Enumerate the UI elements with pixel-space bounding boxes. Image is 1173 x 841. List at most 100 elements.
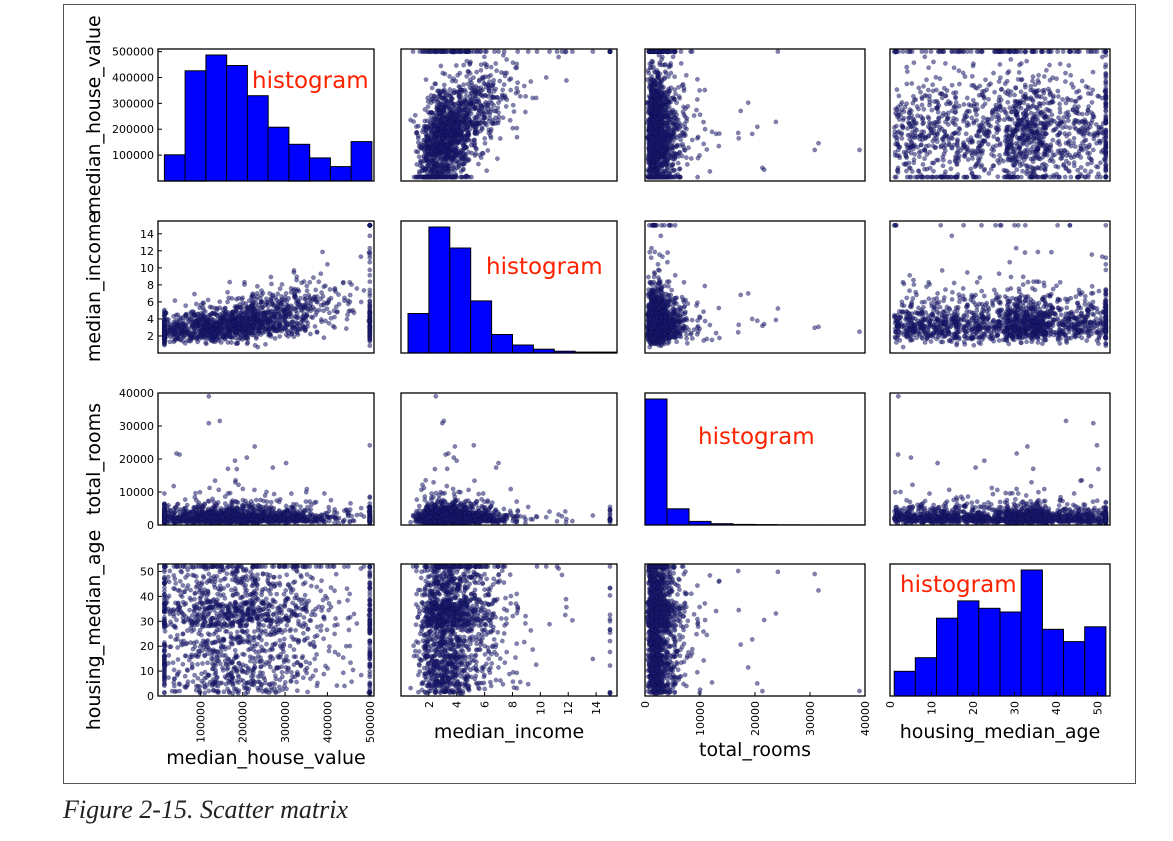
scatter-point <box>941 110 946 116</box>
scatter-point <box>904 81 910 87</box>
scatter-point <box>1021 157 1027 163</box>
scatter-point <box>435 162 440 168</box>
scatter-point <box>896 113 902 118</box>
scatter-point <box>1029 128 1034 134</box>
scatter-point <box>648 140 654 146</box>
scatter-point <box>654 168 659 174</box>
scatter-point <box>684 155 689 161</box>
scatter-point <box>440 70 446 76</box>
scatter-point <box>490 94 496 100</box>
scatter-point <box>997 142 1003 148</box>
scatter-point <box>990 163 996 169</box>
scatter-point <box>658 131 663 137</box>
scatter-point <box>367 267 373 273</box>
scatter-point <box>901 115 907 121</box>
scatter-point <box>962 174 968 180</box>
scatter-point <box>926 65 931 71</box>
scatter-point <box>515 49 521 54</box>
scatter-point <box>463 152 469 158</box>
scatter-point <box>439 49 444 54</box>
scatter-point <box>655 92 661 98</box>
scatter-point <box>477 120 482 126</box>
scatter-point <box>895 147 901 153</box>
scatter-point <box>930 174 936 180</box>
scatter-point <box>976 174 982 180</box>
scatter-point <box>903 152 908 158</box>
scatter-point <box>1103 116 1109 121</box>
scatter-point <box>1067 125 1073 131</box>
scatter-point <box>702 87 708 93</box>
scatter-point <box>1041 134 1047 140</box>
scatter-point <box>896 93 902 99</box>
scatter-point <box>435 116 440 122</box>
scatter-point <box>1015 76 1021 82</box>
scatter-point <box>478 155 484 161</box>
scatter-point <box>933 105 939 111</box>
scatter-point <box>471 142 477 148</box>
scatter-point <box>991 134 997 140</box>
scatter-point <box>1060 97 1066 102</box>
subplot-median_house_value-vs-housing_median_age <box>889 48 1111 182</box>
scatter-point <box>970 174 976 180</box>
scatter-point <box>894 87 900 93</box>
scatter-point <box>1024 168 1030 174</box>
scatter-point <box>448 97 454 102</box>
scatter-point <box>695 135 700 141</box>
scatter-point <box>695 174 700 180</box>
scatter-point <box>425 104 431 110</box>
scatter-point <box>470 87 476 93</box>
scatter-point <box>461 124 467 130</box>
scatter-point <box>1066 131 1072 137</box>
scatter-point <box>435 104 441 110</box>
scatter-point <box>654 135 660 141</box>
scatter-point <box>685 103 691 109</box>
scatter-point <box>1078 145 1084 151</box>
scatter-point <box>991 70 996 76</box>
scatter-point <box>468 174 474 180</box>
scatter-point <box>949 49 955 54</box>
scatter-point <box>510 125 516 131</box>
scatter-point <box>904 64 910 70</box>
scatter-point <box>906 160 912 166</box>
scatter-point <box>949 145 955 151</box>
scatter-point <box>670 107 676 113</box>
scatter-point <box>437 145 442 150</box>
scatter-point <box>909 81 915 86</box>
scatter-point <box>1030 78 1035 84</box>
scatter-point <box>426 49 432 54</box>
scatter-point <box>502 70 507 76</box>
scatter-point <box>925 114 931 120</box>
scatter-point <box>924 166 930 172</box>
histogram-bar <box>267 126 290 182</box>
scatter-point <box>918 89 923 95</box>
scatter-point <box>952 103 957 109</box>
scatter-point <box>1047 108 1053 114</box>
scatter-point <box>694 97 700 102</box>
scatter-point <box>1042 96 1048 102</box>
scatter-point <box>1089 100 1095 105</box>
scatter-point <box>1103 49 1109 54</box>
scatter-point <box>495 120 501 126</box>
scatter-point <box>1061 162 1067 168</box>
scatter-point <box>683 72 689 78</box>
scatter-point <box>461 82 466 88</box>
scatter-point <box>1103 80 1109 85</box>
scatter-point <box>424 124 430 130</box>
scatter-point <box>1087 131 1093 137</box>
scatter-point <box>432 136 437 142</box>
scatter-point <box>299 280 304 286</box>
scatter-point <box>1066 118 1071 124</box>
scatter-point <box>461 107 467 113</box>
scatter-point <box>420 49 426 54</box>
scatter-point <box>922 93 928 98</box>
scatter-point <box>479 125 485 130</box>
scatter-point <box>657 85 663 91</box>
scatter-point <box>1004 174 1010 180</box>
scatter-point <box>939 91 944 97</box>
scatter-point <box>438 63 444 69</box>
scatter-point <box>964 110 969 115</box>
scatter-point <box>992 89 997 95</box>
scatter-point <box>676 84 681 90</box>
scatter-point <box>523 93 528 99</box>
scatter-point <box>556 54 561 60</box>
